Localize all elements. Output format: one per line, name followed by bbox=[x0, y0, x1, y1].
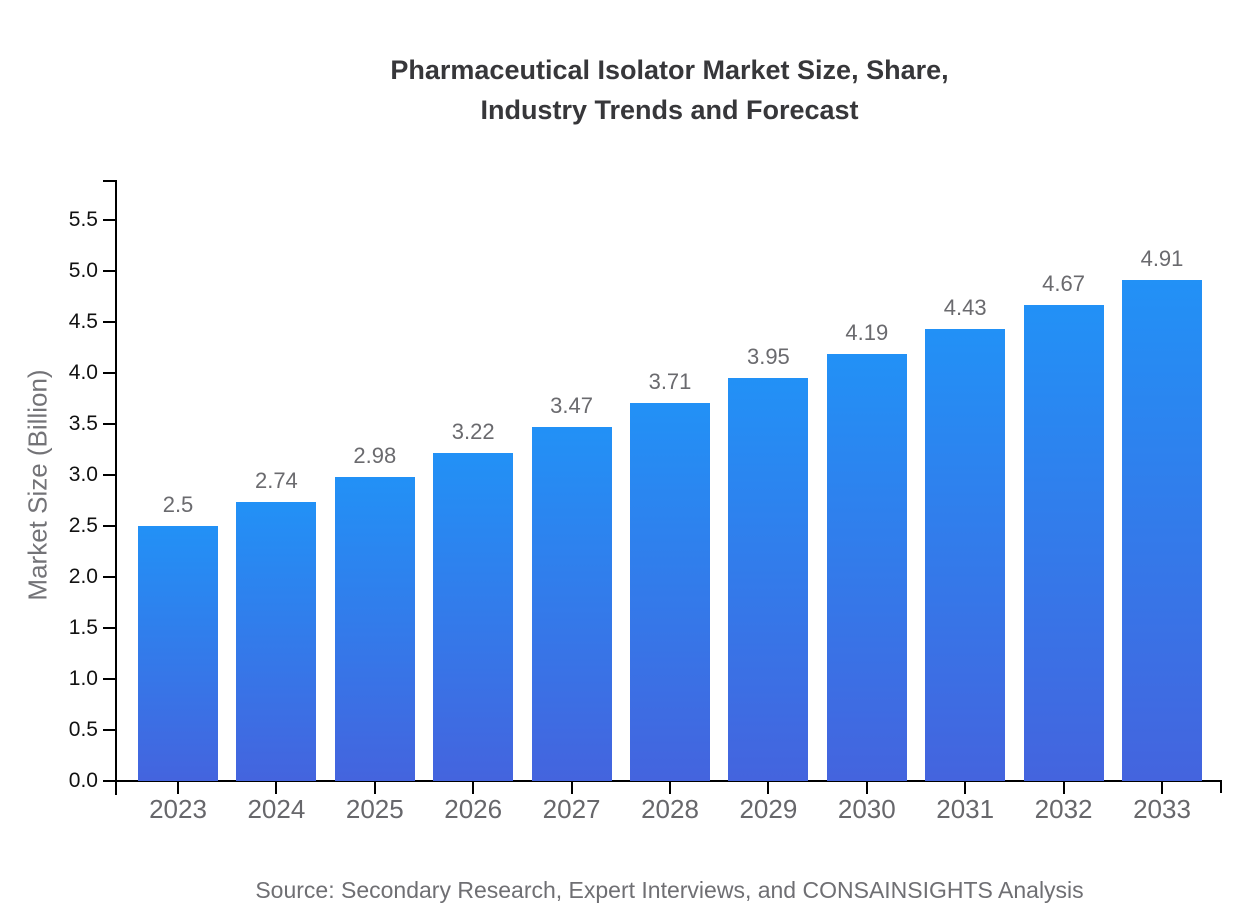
x-tick bbox=[964, 782, 967, 794]
x-tick-label-2032: 2032 bbox=[1034, 794, 1093, 824]
x-tick bbox=[865, 782, 868, 794]
y-tick-label: 4.0 bbox=[68, 361, 98, 384]
bar-2031 bbox=[925, 329, 1006, 781]
y-tick-label: 5.5 bbox=[68, 208, 98, 231]
y-tick-label: 3.0 bbox=[68, 463, 98, 486]
bar-2023 bbox=[138, 526, 218, 781]
y-tick bbox=[103, 729, 115, 731]
bar-2033 bbox=[1122, 280, 1202, 781]
y-tick-label: 4.5 bbox=[68, 310, 98, 333]
y-tick bbox=[103, 372, 115, 374]
y-tick-label: 3.5 bbox=[68, 412, 98, 435]
x-tick-label-2025: 2025 bbox=[345, 794, 404, 824]
bar-2025 bbox=[334, 477, 415, 781]
x-tick-label-2027: 2027 bbox=[542, 794, 601, 824]
x-tick-label-2033: 2033 bbox=[1133, 794, 1191, 824]
y-tick-label: 1.5 bbox=[68, 616, 98, 639]
bar-2028 bbox=[630, 402, 710, 781]
x-tick-label-2028: 2028 bbox=[641, 794, 699, 824]
bar-2032 bbox=[1023, 304, 1104, 781]
x-tick bbox=[177, 782, 179, 794]
y-tick bbox=[103, 627, 115, 629]
x-tick-label-2030: 2030 bbox=[837, 794, 896, 824]
x-axis-line bbox=[117, 780, 1222, 782]
y-axis-end-tick bbox=[103, 180, 115, 182]
bar-2029 bbox=[728, 378, 809, 781]
x-tick bbox=[373, 782, 376, 794]
bar-value-label-2023: 2.5 bbox=[162, 492, 194, 517]
y-tick-label: 0.5 bbox=[68, 718, 98, 741]
y-tick bbox=[103, 270, 115, 272]
bar-value-label-2027: 3.47 bbox=[550, 393, 593, 419]
y-tick bbox=[103, 321, 115, 323]
bar-value-label-2025: 2.98 bbox=[353, 443, 397, 469]
x-axis-end-tick bbox=[1220, 780, 1222, 793]
x-tick bbox=[275, 782, 278, 794]
x-tick bbox=[767, 782, 770, 794]
bar-value-label-2028: 3.71 bbox=[648, 368, 692, 394]
y-tick-label: 5.0 bbox=[68, 259, 98, 282]
bar-value-label-2031: 4.43 bbox=[943, 295, 987, 321]
y-tick bbox=[103, 474, 115, 476]
x-tick-label-2031: 2031 bbox=[936, 794, 995, 824]
bar-2026 bbox=[433, 452, 514, 781]
source-note: Source: Secondary Research, Expert Inter… bbox=[255, 877, 1084, 903]
x-tick-label-2029: 2029 bbox=[739, 794, 798, 824]
bar-2027 bbox=[531, 427, 612, 781]
x-tick bbox=[1161, 782, 1163, 794]
bar-value-label-2030: 4.19 bbox=[845, 319, 889, 345]
y-tick-label: 2.0 bbox=[68, 565, 98, 588]
y-tick bbox=[103, 423, 115, 425]
x-tick bbox=[570, 782, 573, 794]
y-tick bbox=[103, 576, 115, 578]
bar-value-label-2026: 3.22 bbox=[451, 418, 495, 444]
y-tick-label: 0.0 bbox=[68, 769, 98, 792]
x-tick bbox=[669, 782, 671, 794]
chart-title: Pharmaceutical Isolator Market Size, Sha… bbox=[117, 50, 1222, 130]
bar-2024 bbox=[236, 501, 317, 781]
y-tick-label: 2.5 bbox=[68, 514, 98, 537]
x-tick bbox=[472, 782, 475, 794]
bar-value-label-2029: 3.95 bbox=[746, 344, 790, 370]
y-tick bbox=[103, 525, 115, 527]
x-tick bbox=[1062, 782, 1065, 794]
bar-value-label-2024: 2.74 bbox=[254, 467, 298, 493]
bar-value-label-2033: 4.91 bbox=[1140, 246, 1184, 272]
chart-title-line2: Industry Trends and Forecast bbox=[480, 95, 859, 125]
y-axis-line bbox=[115, 180, 117, 795]
x-tick-label-2024: 2024 bbox=[247, 794, 306, 824]
bar-2030 bbox=[826, 353, 907, 781]
x-tick-label-2026: 2026 bbox=[444, 794, 503, 824]
y-tick-label: 1.0 bbox=[68, 667, 98, 690]
y-tick bbox=[103, 678, 115, 680]
y-tick bbox=[103, 780, 115, 782]
chart-title-line1: Pharmaceutical Isolator Market Size, Sha… bbox=[390, 55, 949, 85]
x-tick-label-2023: 2023 bbox=[149, 794, 207, 824]
y-tick bbox=[103, 219, 115, 221]
bar-value-label-2032: 4.67 bbox=[1042, 270, 1085, 296]
